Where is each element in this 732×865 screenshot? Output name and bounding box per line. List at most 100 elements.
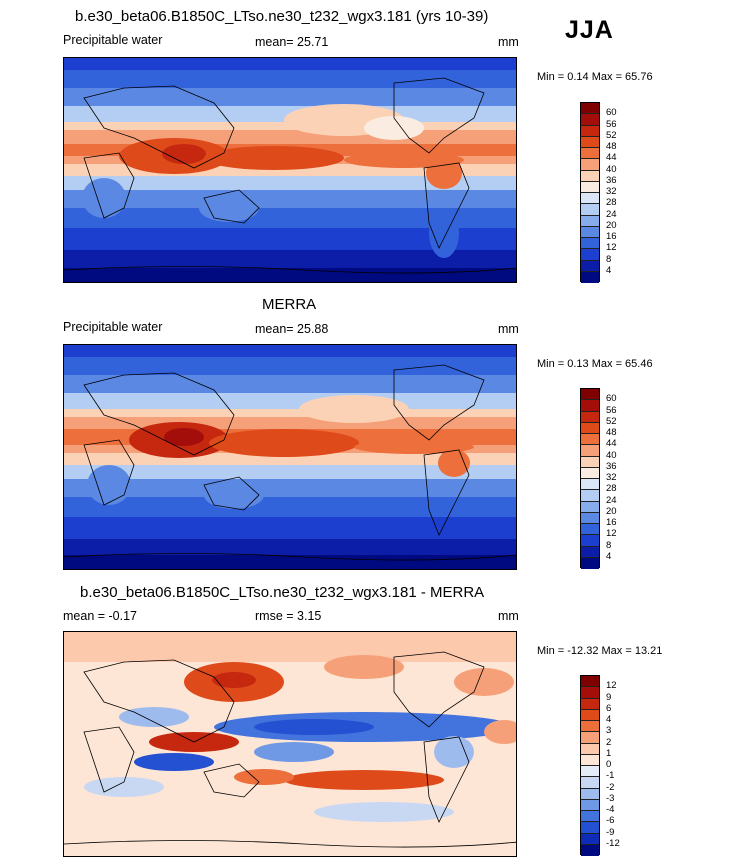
colorbar-swatch (581, 400, 599, 412)
panel1-minmax: Min = 0.14 Max = 65.76 (537, 71, 653, 83)
season-label: JJA (565, 16, 614, 44)
colorbar-level-label: 2 (606, 736, 612, 748)
colorbar-swatch (581, 743, 599, 755)
colorbar-level-label: -2 (606, 781, 615, 793)
colorbar-swatch (581, 434, 599, 446)
colorbar-swatch (581, 260, 599, 272)
colorbar-swatch (581, 249, 599, 261)
colorbar-level-label: 24 (606, 208, 617, 220)
panel3-minmax: Min = -12.32 Max = 13.21 (537, 645, 663, 657)
panel3-colorbar (580, 675, 600, 856)
colorbar-level-label: 8 (606, 253, 612, 265)
colorbar-level-label: -4 (606, 804, 615, 815)
colorbar-level-label: 32 (606, 472, 617, 483)
colorbar-level-label: -3 (606, 792, 615, 804)
colorbar-level-label: 4 (606, 714, 612, 725)
colorbar-level-label: 52 (606, 129, 617, 141)
colorbar-swatch (581, 148, 599, 160)
colorbar-swatch (581, 422, 599, 434)
colorbar-swatch (581, 226, 599, 238)
colorbar-swatch (581, 389, 599, 401)
colorbar-level-label: 12 (606, 680, 617, 692)
colorbar-level-label: 36 (606, 174, 617, 186)
colorbar-level-label: 56 (606, 118, 617, 130)
panel2-colorbar (580, 388, 600, 569)
panel2-map (63, 344, 517, 570)
colorbar-swatch (581, 215, 599, 227)
colorbar-level-label: 6 (606, 702, 612, 714)
colorbar-swatch (581, 721, 599, 733)
panel3-units: mm (498, 609, 519, 623)
colorbar-level-label: 0 (606, 759, 612, 770)
colorbar-level-label: 48 (606, 427, 617, 438)
colorbar-swatch (581, 557, 599, 569)
colorbar-swatch (581, 535, 599, 547)
panel3-rmse: rmse = 3.15 (255, 609, 322, 623)
colorbar-swatch (581, 114, 599, 126)
colorbar-level-label: 60 (606, 107, 617, 119)
colorbar-level-label: 28 (606, 197, 617, 209)
colorbar-swatch (581, 512, 599, 524)
colorbar-swatch (581, 844, 599, 856)
colorbar-swatch (581, 445, 599, 457)
colorbar-level-label: 4 (606, 264, 612, 276)
colorbar-level-label: 28 (606, 483, 617, 495)
colorbar-level-label: 32 (606, 186, 617, 197)
colorbar-swatch (581, 456, 599, 468)
colorbar-swatch (581, 754, 599, 766)
colorbar-swatch (581, 193, 599, 205)
colorbar-swatch (581, 501, 599, 513)
colorbar-level-label: 56 (606, 404, 617, 416)
colorbar-swatch (581, 732, 599, 744)
colorbar-level-label: 52 (606, 415, 617, 427)
colorbar-swatch (581, 479, 599, 491)
colorbar-swatch (581, 799, 599, 811)
colorbar-swatch (581, 170, 599, 182)
colorbar-swatch (581, 204, 599, 216)
panel1-units: mm (498, 35, 519, 49)
panel3-map (63, 631, 517, 857)
colorbar-level-label: -1 (606, 770, 615, 782)
panel3-title: b.e30_beta06.B1850C_LTso.ne30_t232_wgx3.… (80, 584, 485, 601)
panel3-mean: mean = -0.17 (63, 609, 138, 623)
panel2-units: mm (498, 322, 519, 336)
colorbar-level-label: 16 (606, 231, 617, 242)
colorbar-level-label: 8 (606, 539, 612, 551)
panel1-mean: mean= 25.71 (255, 35, 329, 49)
colorbar-level-label: -9 (606, 826, 615, 838)
colorbar-swatch (581, 811, 599, 823)
panel2-map-field (64, 345, 516, 569)
colorbar-swatch (581, 490, 599, 502)
colorbar-swatch (581, 833, 599, 845)
colorbar-swatch (581, 411, 599, 423)
colorbar-level-label: -6 (606, 815, 615, 827)
colorbar-swatch (581, 687, 599, 699)
colorbar-swatch (581, 822, 599, 834)
colorbar-level-label: 60 (606, 393, 617, 405)
colorbar-level-label: 36 (606, 460, 617, 472)
colorbar-swatch (581, 676, 599, 688)
colorbar-level-label: -12 (606, 837, 620, 849)
colorbar-swatch (581, 271, 599, 283)
colorbar-swatch (581, 238, 599, 250)
panel1-title: b.e30_beta06.B1850C_LTso.ne30_t232_wgx3.… (75, 8, 489, 25)
colorbar-level-label: 40 (606, 163, 617, 175)
colorbar-swatch (581, 698, 599, 710)
colorbar-swatch (581, 546, 599, 558)
panel3-map-field (64, 632, 516, 856)
colorbar-level-label: 9 (606, 691, 612, 703)
colorbar-swatch (581, 103, 599, 115)
panel2-minmax: Min = 0.13 Max = 65.46 (537, 358, 653, 370)
colorbar-swatch (581, 136, 599, 148)
colorbar-swatch (581, 788, 599, 800)
colorbar-level-label: 20 (606, 505, 617, 517)
panel1-map-field (64, 58, 516, 282)
colorbar-swatch (581, 777, 599, 789)
colorbar-level-label: 48 (606, 141, 617, 152)
colorbar-swatch (581, 159, 599, 171)
colorbar-swatch (581, 524, 599, 536)
colorbar-swatch (581, 181, 599, 193)
colorbar-level-label: 40 (606, 449, 617, 461)
colorbar-level-label: 1 (606, 747, 612, 759)
colorbar-level-label: 12 (606, 242, 617, 254)
